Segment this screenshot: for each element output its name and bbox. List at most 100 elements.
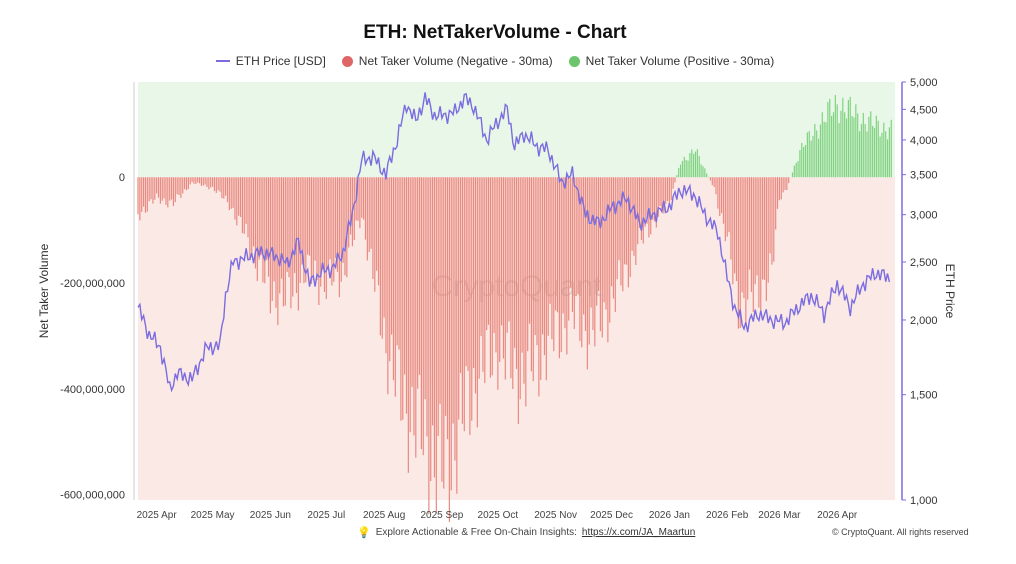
volume-bar <box>638 177 641 228</box>
volume-bar <box>679 164 682 178</box>
volume-bar <box>862 112 864 178</box>
volume-bar <box>685 159 687 178</box>
x-tick-label: 2025 Sep <box>421 510 464 521</box>
volume-bar <box>806 132 808 178</box>
volume-bar <box>413 177 415 436</box>
volume-bar <box>506 177 508 333</box>
volume-bar <box>670 177 672 201</box>
volume-bar <box>405 177 408 414</box>
y-right-tick-label: 3,000 <box>910 210 938 222</box>
volume-bar <box>666 177 669 201</box>
legend-item-negative[interactable]: Net Taker Volume (Negative - 30ma) <box>341 54 553 68</box>
volume-bar <box>747 177 749 300</box>
volume-bar <box>635 177 637 266</box>
y-right-tick-label: 4,000 <box>910 135 938 147</box>
volume-bar <box>597 177 600 292</box>
legend-dot-icon <box>341 55 353 67</box>
volume-bar <box>519 177 521 400</box>
volume-bar <box>885 131 887 178</box>
x-tick-label: 2025 May <box>191 510 235 521</box>
x-tick-label: 2026 Mar <box>758 510 801 521</box>
volume-bar <box>601 177 603 338</box>
volume-bar <box>515 177 518 369</box>
legend-item-eth-price[interactable]: ETH Price [USD] <box>215 54 326 68</box>
volume-bar <box>512 177 514 389</box>
volume-bar <box>704 168 706 178</box>
volume-bar <box>426 177 428 437</box>
volume-bar <box>627 177 629 288</box>
volume-bar <box>474 177 477 394</box>
volume-bar <box>294 177 296 274</box>
volume-bar <box>795 162 797 178</box>
volume-bar <box>200 177 202 186</box>
volume-bar <box>404 177 406 375</box>
volume-bar <box>590 177 592 308</box>
volume-bar <box>659 177 661 206</box>
volume-bar <box>394 177 396 397</box>
volume-bar <box>284 177 286 306</box>
volume-bar <box>866 131 868 178</box>
volume-bar <box>439 177 441 404</box>
volume-bar <box>642 177 644 244</box>
volume-bar <box>706 173 708 178</box>
volume-bar <box>400 177 402 421</box>
volume-bar <box>886 139 889 178</box>
volume-bar <box>320 177 322 287</box>
y-left-tick-label: -400,000,000 <box>60 384 125 396</box>
volume-bar <box>170 177 173 200</box>
volume-bar <box>605 177 607 310</box>
volume-bar <box>650 177 652 235</box>
volume-bar <box>448 177 450 522</box>
volume-bar <box>189 177 191 185</box>
volume-bar <box>694 151 697 178</box>
volume-bar <box>307 177 309 255</box>
volume-bar <box>780 177 782 200</box>
volume-bar <box>510 177 512 379</box>
y-right-tick-label: 1,000 <box>910 495 938 507</box>
volume-bar <box>303 177 305 284</box>
volume-bar <box>791 172 794 178</box>
volume-bar <box>678 167 680 178</box>
x-tick-label: 2025 Jul <box>307 510 345 521</box>
volume-bar <box>486 177 488 331</box>
volume-bar <box>844 112 846 178</box>
volume-bar <box>443 177 445 489</box>
legend-item-positive[interactable]: Net Taker Volume (Positive - 30ma) <box>568 54 774 68</box>
volume-bar <box>374 177 376 292</box>
volume-bar <box>422 177 424 456</box>
volume-bar <box>471 177 473 421</box>
volume-bar <box>312 177 314 281</box>
volume-bar <box>340 177 342 282</box>
volume-bar <box>663 177 665 214</box>
volume-bar <box>327 177 329 266</box>
volume-bar <box>260 177 262 256</box>
volume-bar <box>335 177 337 259</box>
volume-bar <box>612 177 615 299</box>
volume-bar <box>331 177 333 286</box>
volume-bar <box>318 177 320 305</box>
volume-bar <box>415 177 417 458</box>
volume-bar <box>389 177 391 362</box>
volume-bar <box>653 177 656 222</box>
volume-bar <box>271 177 273 301</box>
volume-bar <box>823 121 825 178</box>
x-tick-label: 2025 Oct <box>478 510 519 521</box>
volume-bar <box>648 177 650 238</box>
volume-bar <box>504 177 506 380</box>
insights-link[interactable]: https://x.com/JA_Maartun <box>581 527 696 538</box>
volume-bar <box>551 177 553 340</box>
volume-bar <box>847 100 849 178</box>
volume-bar <box>661 177 663 211</box>
volume-bar <box>245 177 247 224</box>
volume-bar <box>842 97 844 178</box>
volume-bar <box>674 177 676 183</box>
insights-text: Explore Actionable & Free On-Chain Insig… <box>375 527 577 538</box>
volume-bar <box>202 177 204 186</box>
volume-bar <box>456 177 458 494</box>
volume-bar <box>713 177 715 187</box>
volume-bar <box>711 177 713 186</box>
volume-bar <box>430 177 432 482</box>
volume-bar <box>379 177 381 336</box>
volume-bar <box>310 177 313 284</box>
volume-bar <box>676 175 678 178</box>
